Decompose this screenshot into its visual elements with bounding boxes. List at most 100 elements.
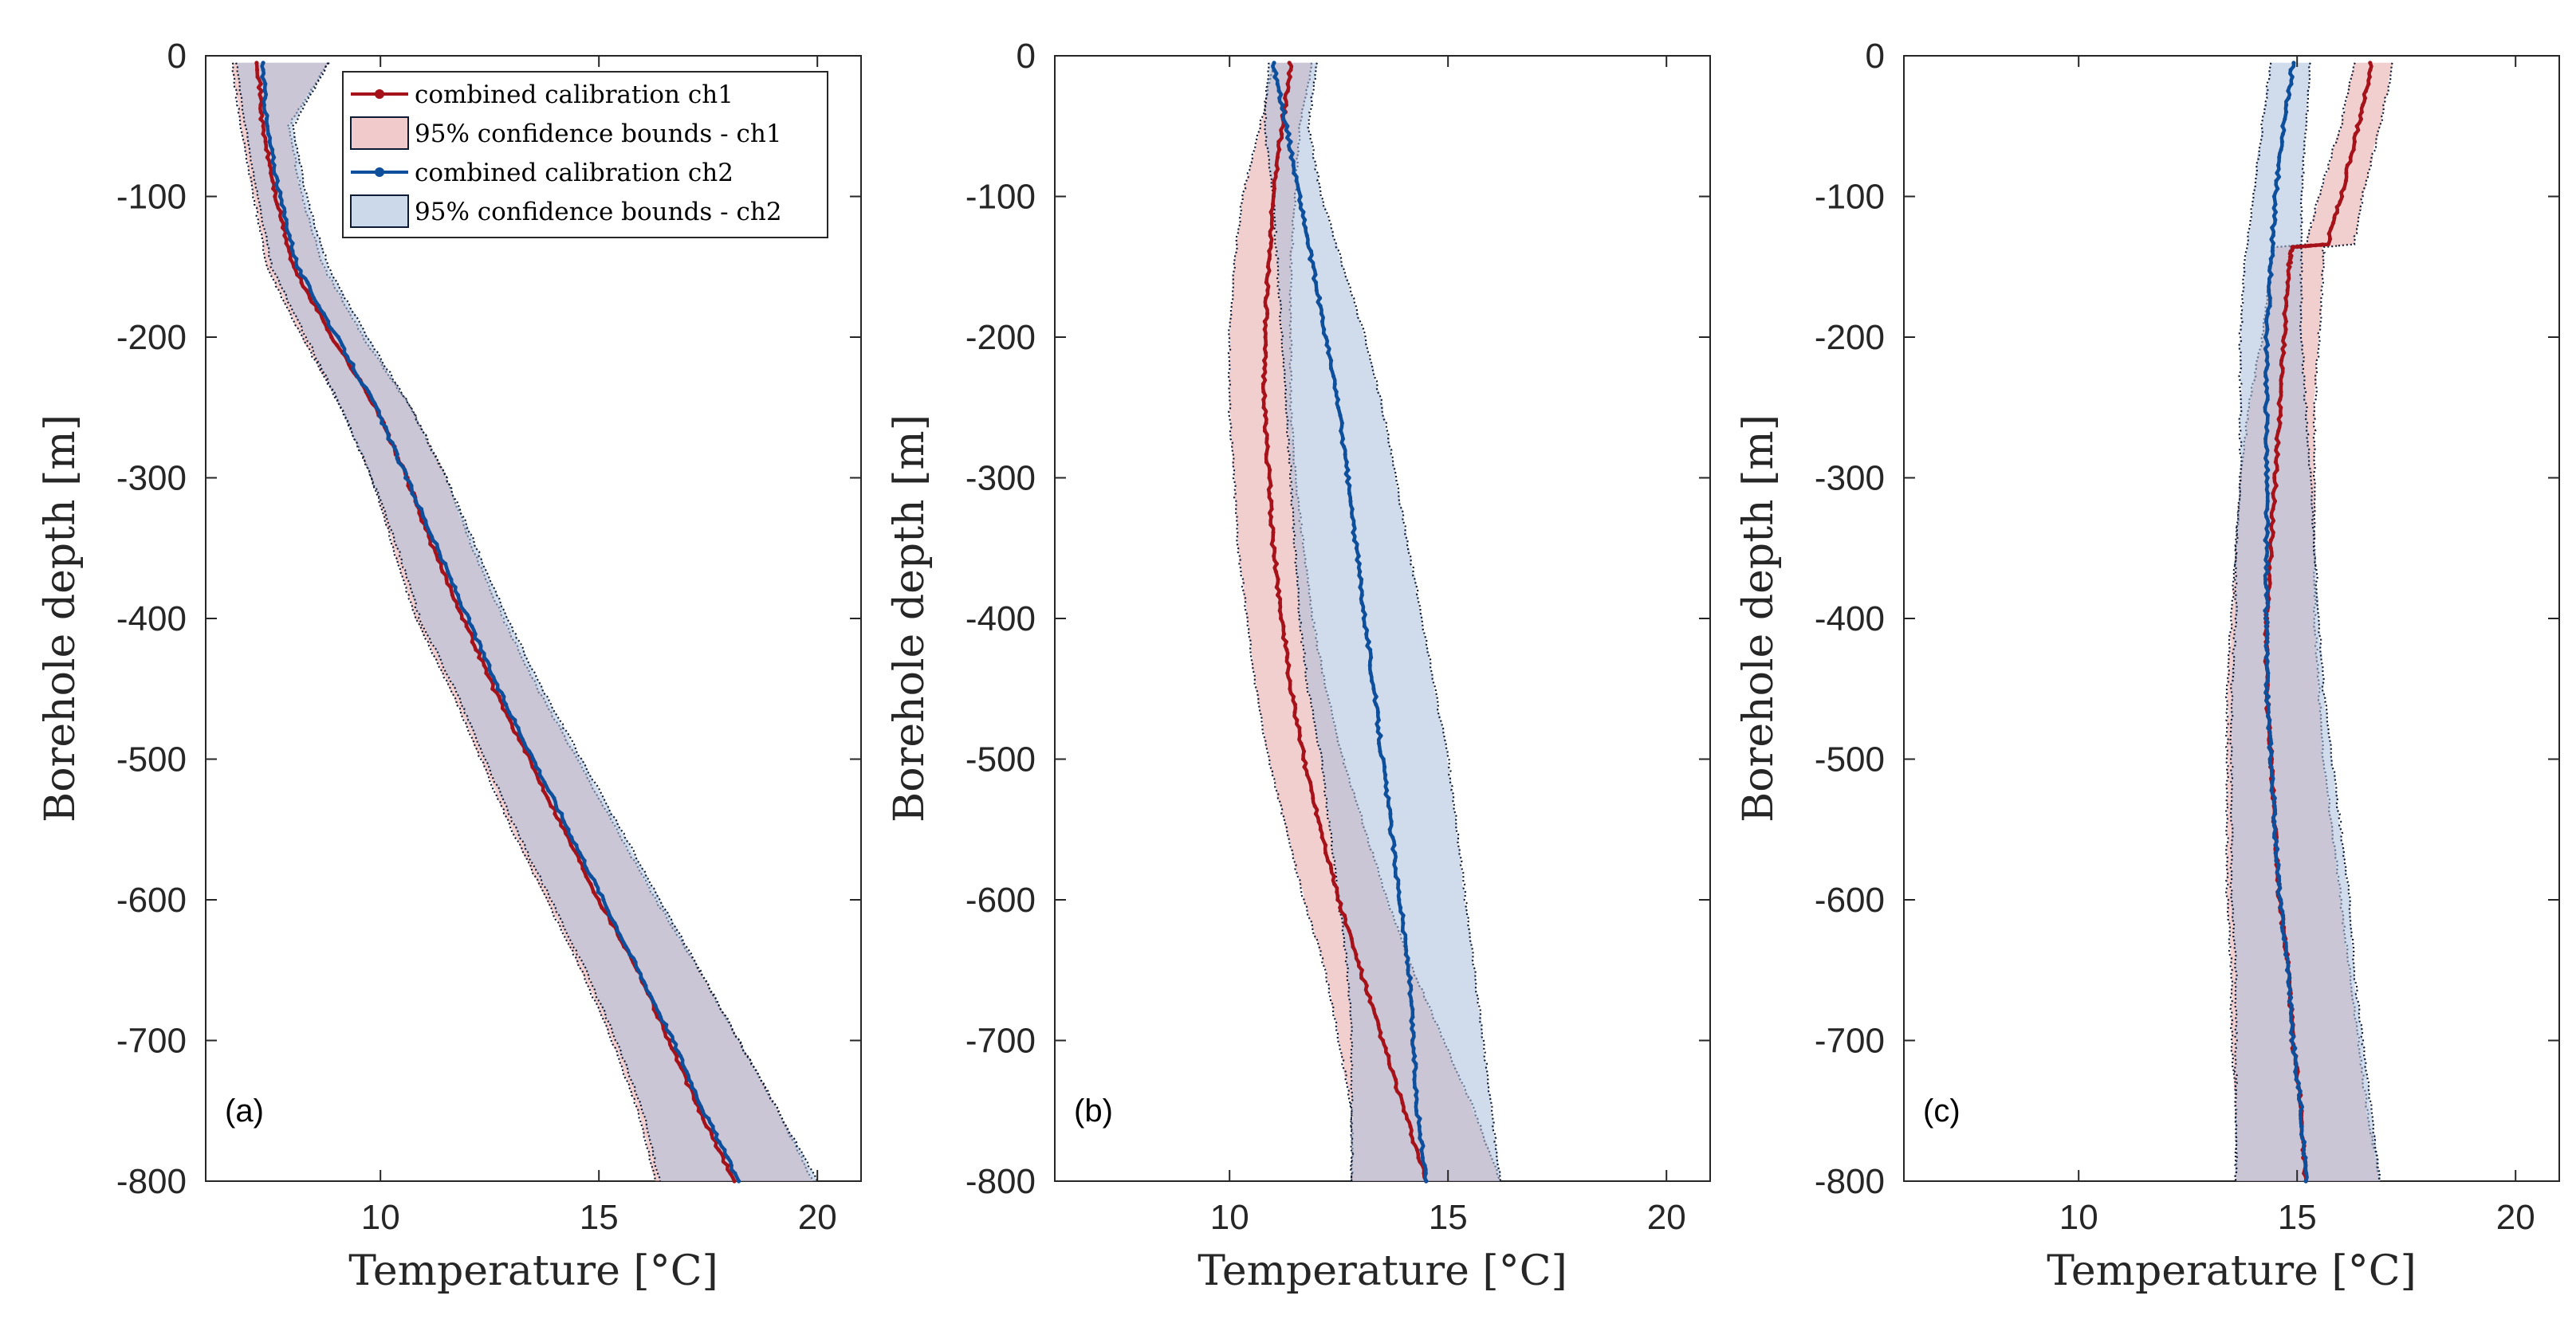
series-point-ch2 xyxy=(577,850,582,855)
series-point-ch1 xyxy=(1284,639,1288,645)
series-point-ch2 xyxy=(1280,103,1285,108)
series-point-ch2 xyxy=(2289,1015,2294,1019)
series-point-ch2 xyxy=(262,96,268,100)
series-point-ch2 xyxy=(493,678,498,684)
series-point-ch1 xyxy=(600,905,604,910)
series-point-ch2 xyxy=(360,382,364,387)
series-point-ch2 xyxy=(2283,116,2287,121)
series-point-ch1 xyxy=(726,1163,730,1168)
series-point-ch1 xyxy=(1309,788,1314,793)
series-point-ch2 xyxy=(265,132,271,136)
series-point-ch2 xyxy=(261,68,265,73)
y-tick-label: -500 xyxy=(1815,740,1885,779)
series-point-ch1 xyxy=(2362,96,2367,100)
series-point-ch2 xyxy=(1390,835,1395,840)
series-point-ch1 xyxy=(596,897,601,902)
series-point-ch2 xyxy=(2287,983,2291,988)
series-point-ch1 xyxy=(259,88,264,93)
series-point-ch2 xyxy=(2265,678,2271,684)
series-point-ch1 xyxy=(258,81,263,86)
series-point-ch1 xyxy=(710,1132,714,1137)
series-point-ch1 xyxy=(1268,210,1273,214)
series-point-ch1 xyxy=(1272,554,1276,559)
series-point-ch1 xyxy=(1287,61,1292,65)
series-point-ch1 xyxy=(1386,1054,1391,1058)
series-point-ch1 xyxy=(1349,936,1354,941)
series-point-ch2 xyxy=(1369,678,1375,684)
y-tick-label: -100 xyxy=(116,178,187,217)
series-point-ch2 xyxy=(1314,288,1319,292)
series-point-ch2 xyxy=(260,74,265,80)
series-point-ch2 xyxy=(2267,717,2272,723)
series-point-ch2 xyxy=(275,186,280,191)
series-point-ch1 xyxy=(2275,452,2280,457)
legend-entry: 95% confidence bounds - ch1 xyxy=(415,120,782,148)
series-point-ch1 xyxy=(2274,436,2279,442)
series-point-ch2 xyxy=(311,296,317,300)
x-axis-label: Temperature [°C] xyxy=(2047,1247,2417,1295)
series-point-ch2 xyxy=(635,968,641,972)
series-point-ch1 xyxy=(1263,413,1268,418)
series-point-ch2 xyxy=(1350,507,1355,512)
series-point-ch1 xyxy=(1264,296,1268,300)
series-point-ch1 xyxy=(576,858,582,863)
series-point-ch2 xyxy=(449,577,454,582)
series-point-ch2 xyxy=(374,405,379,410)
series-point-ch2 xyxy=(1291,163,1296,167)
y-tick-label: -500 xyxy=(116,740,187,779)
series-point-ch2 xyxy=(2271,835,2277,840)
series-point-ch2 xyxy=(380,421,384,426)
series-point-ch2 xyxy=(1351,538,1356,543)
panel-c: 0 -100 -200 -300 -400 -500 -600 -700 -800 10 15 20 T… xyxy=(1735,37,2560,1295)
y-tick-label: -200 xyxy=(1815,318,1885,357)
series-point-ch2 xyxy=(1419,1140,1424,1144)
series-point-ch1 xyxy=(1283,96,1288,100)
series-point-ch2 xyxy=(2263,405,2267,410)
series-point-ch1 xyxy=(270,179,275,183)
y-tick-label: -700 xyxy=(1815,1022,1885,1061)
series-point-ch2 xyxy=(1408,976,1413,980)
series-point-ch2 xyxy=(2264,358,2269,363)
series-point-ch2 xyxy=(2264,546,2269,551)
series-point-ch2 xyxy=(2283,952,2288,957)
series-point-ch1 xyxy=(1291,694,1296,699)
series-point-ch2 xyxy=(639,976,643,980)
series-point-ch1 xyxy=(2359,110,2364,115)
series-point-ch1 xyxy=(2334,210,2339,215)
series-point-ch2 xyxy=(2264,514,2269,520)
y-tick-label: 0 xyxy=(167,37,187,76)
series-point-ch2 xyxy=(478,647,483,652)
series-point-ch2 xyxy=(386,436,391,442)
series-point-ch2 xyxy=(1328,366,1334,371)
series-point-ch1 xyxy=(1371,1007,1376,1011)
series-point-ch2 xyxy=(2265,639,2270,645)
series-point-ch2 xyxy=(495,686,500,691)
series-point-ch1 xyxy=(1268,522,1273,527)
series-point-ch1 xyxy=(1299,741,1304,746)
series-point-ch2 xyxy=(1385,788,1390,793)
series-point-ch1 xyxy=(1271,538,1276,543)
series-point-ch1 xyxy=(1408,1132,1414,1137)
series-point-ch1 xyxy=(435,554,439,559)
series-point-ch2 xyxy=(588,874,594,879)
series-point-ch1 xyxy=(2318,242,2323,247)
series-point-ch2 xyxy=(643,983,648,988)
series-point-ch2 xyxy=(2280,132,2285,136)
series-point-ch1 xyxy=(2343,179,2348,183)
series-point-ch1 xyxy=(677,1062,682,1066)
series-point-ch2 xyxy=(2266,600,2271,606)
series-point-ch2 xyxy=(2283,944,2288,949)
series-point-ch2 xyxy=(1334,390,1339,395)
series-point-ch2 xyxy=(2266,468,2271,473)
series-point-ch2 xyxy=(2302,1140,2307,1144)
series-point-ch2 xyxy=(1409,983,1414,988)
series-point-ch2 xyxy=(421,514,426,520)
series-point-ch2 xyxy=(272,171,277,175)
series-point-ch2 xyxy=(516,725,521,730)
series-point-ch2 xyxy=(2274,858,2279,863)
series-point-ch1 xyxy=(1297,733,1302,738)
series-point-ch1 xyxy=(261,124,265,128)
series-point-ch1 xyxy=(2279,358,2284,363)
series-point-ch2 xyxy=(409,483,414,488)
